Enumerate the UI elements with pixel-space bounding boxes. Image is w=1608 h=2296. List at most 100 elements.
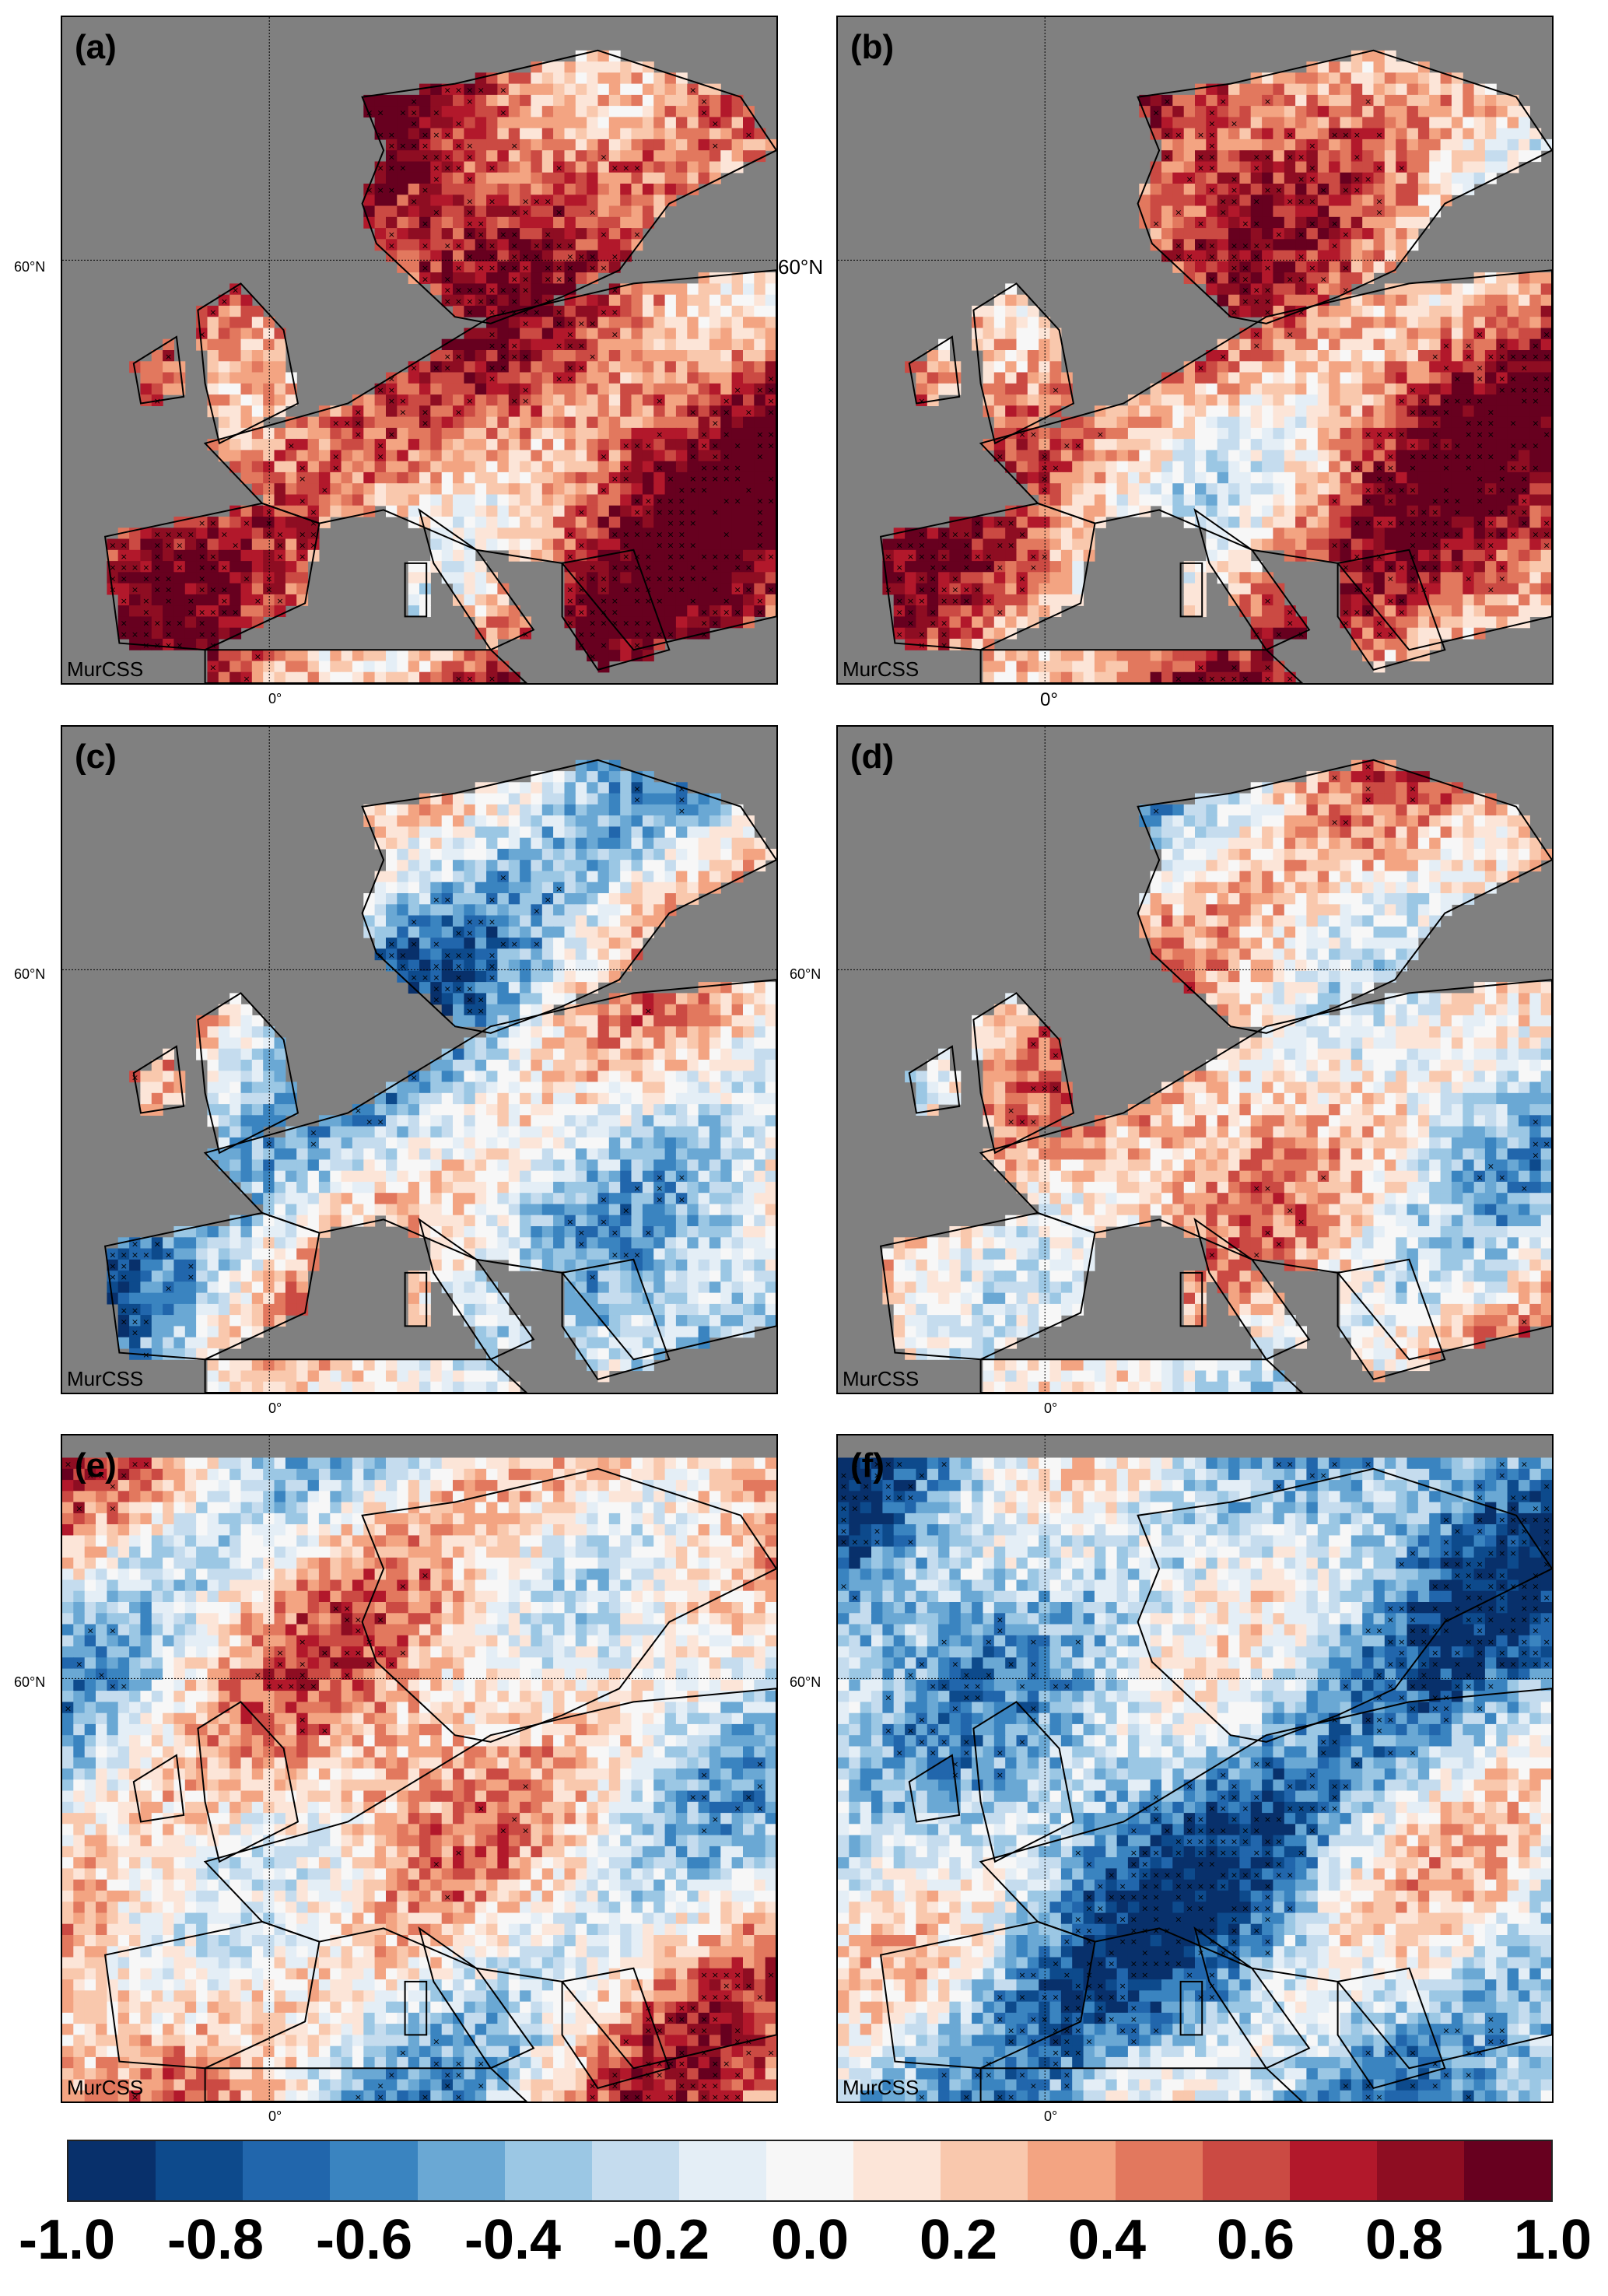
grid-cell (1072, 471, 1084, 484)
grid-cell (1027, 483, 1039, 496)
grid-cell (1429, 205, 1442, 218)
significance-marker: × (645, 563, 652, 573)
grid-cell (1072, 549, 1084, 562)
grid-cell (1340, 261, 1352, 273)
grid-cell (1540, 483, 1552, 496)
grid-cell (972, 616, 983, 629)
grid-cell (1228, 661, 1240, 673)
grid-cell (475, 427, 487, 440)
grid-cell (664, 184, 677, 195)
grid-cell (587, 561, 599, 573)
grid-cell (664, 172, 677, 184)
grid-cell (1228, 650, 1240, 662)
grid-cell (430, 228, 443, 240)
grid-cell (1239, 439, 1252, 450)
grid-cell (564, 583, 576, 595)
grid-cell (497, 538, 510, 551)
grid-cell (608, 405, 621, 418)
grid-cell (1451, 427, 1463, 440)
grid-cell (1373, 394, 1386, 406)
grid-cell (541, 61, 554, 73)
grid-cell (1195, 372, 1207, 384)
grid-cell (184, 528, 197, 540)
grid-cell (653, 172, 666, 184)
grid-cell (1239, 239, 1252, 251)
significance-marker: × (756, 552, 763, 562)
significance-marker: × (701, 619, 708, 629)
grid-cell (475, 305, 487, 317)
grid-cell (709, 528, 721, 540)
grid-cell (1440, 483, 1452, 496)
significance-marker: × (198, 607, 205, 617)
grid-cell (1239, 94, 1252, 107)
significance-marker: × (566, 274, 573, 284)
grid-cell (520, 483, 531, 496)
significance-marker: × (578, 507, 585, 517)
significance-marker: × (1510, 440, 1517, 450)
grid-cell (1417, 405, 1430, 418)
significance-marker: × (578, 341, 585, 351)
grid-cell (893, 549, 906, 562)
grid-cell (1407, 338, 1419, 351)
grid-cell (1407, 83, 1419, 96)
grid-cell (296, 494, 309, 507)
grid-cell (1496, 549, 1508, 562)
grid-cell (653, 294, 666, 307)
significance-marker: × (611, 252, 618, 262)
significance-marker: × (589, 318, 596, 328)
grid-cell (163, 383, 174, 395)
grid-cell (1384, 405, 1396, 418)
grid-cell (1373, 250, 1386, 262)
significance-marker: × (1498, 574, 1505, 584)
grid-cell (664, 150, 677, 163)
grid-cell (983, 627, 995, 640)
grid-cell (1463, 161, 1475, 174)
grid-cell (754, 383, 766, 395)
grid-cell (698, 94, 710, 107)
grid-cell (720, 538, 733, 551)
grid-cell (709, 383, 721, 395)
grid-cell (1429, 517, 1442, 528)
grid-cell (263, 394, 275, 406)
grid-cell (631, 450, 643, 462)
grid-cell (597, 383, 610, 395)
grid-cell (1172, 205, 1185, 218)
significance-marker: × (1487, 529, 1494, 539)
grid-cell (464, 528, 476, 540)
significance-marker: × (1231, 174, 1238, 184)
grid-cell (1306, 317, 1319, 329)
grid-cell (1384, 61, 1396, 73)
grid-cell (475, 272, 487, 284)
grid-cell (453, 216, 464, 229)
grid-cell (587, 184, 599, 195)
grid-cell (486, 128, 498, 140)
grid-cell (1417, 350, 1430, 362)
grid-cell (419, 361, 431, 373)
grid-cell (1273, 150, 1285, 163)
grid-cell (453, 517, 464, 528)
grid-cell (1496, 117, 1508, 129)
grid-cell (1407, 594, 1419, 606)
grid-cell (419, 471, 431, 484)
grid-cell (1362, 328, 1375, 340)
grid-cell (743, 427, 755, 440)
coastline (1193, 508, 1311, 651)
grid-cell (441, 538, 454, 551)
grid-cell (1217, 439, 1229, 450)
significance-marker: × (633, 518, 640, 528)
grid-cell (1039, 317, 1051, 329)
grid-cell (1340, 372, 1352, 384)
grid-cell (1262, 94, 1273, 107)
grid-cell (1083, 650, 1095, 662)
grid-cell (475, 594, 487, 606)
grid-cell (1016, 328, 1028, 340)
grid-cell (575, 517, 587, 528)
grid-cell (664, 427, 677, 440)
grid-cell (1473, 294, 1486, 307)
grid-cell (1273, 172, 1285, 184)
grid-cell (1262, 605, 1273, 617)
grid-cell (743, 483, 755, 496)
significance-marker: × (154, 529, 161, 539)
grid-cell (497, 94, 510, 107)
grid-cell (1340, 61, 1352, 73)
